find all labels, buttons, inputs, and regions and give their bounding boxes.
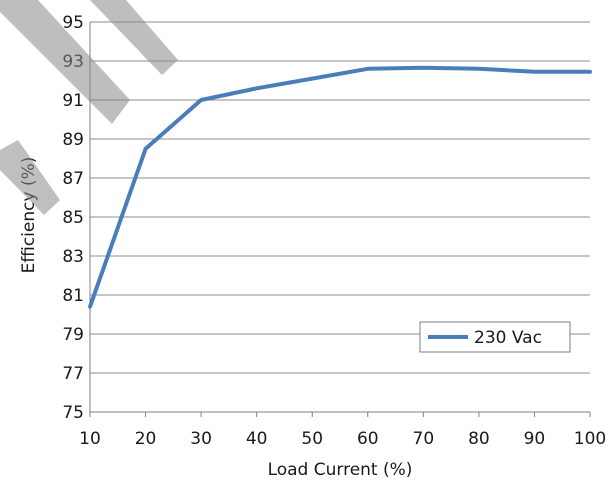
x-tick-label: 100 [574, 429, 606, 449]
data-point [588, 70, 592, 74]
x-tick-label: 20 [135, 429, 157, 449]
watermark-stripe [90, 0, 178, 75]
data-point [366, 67, 370, 71]
gridlines [90, 21, 590, 413]
x-tick-label: 10 [79, 429, 101, 449]
watermark-stripe [0, 0, 130, 124]
y-tick-label: 89 [62, 130, 84, 150]
series-layer [88, 65, 592, 309]
x-tick-label: 70 [413, 429, 435, 449]
x-axis-title: Load Current (%) [268, 460, 413, 480]
x-tick-label: 30 [190, 429, 212, 449]
x-axis-ticks: 10 20 30 40 50 60 70 80 90 100 [79, 412, 606, 449]
data-point [421, 66, 425, 70]
series-line-0 [88, 65, 592, 309]
y-tick-label: 77 [62, 364, 84, 384]
data-point [310, 77, 314, 81]
y-tick-label: 79 [62, 325, 84, 345]
y-tick-label: 85 [62, 208, 84, 228]
y-tick-label: 81 [62, 286, 84, 306]
legend-label-230-vac: 230 Vac [474, 328, 542, 348]
x-tick-label: 60 [357, 429, 379, 449]
legend: 230 Vac [419, 321, 571, 353]
data-point [144, 147, 148, 151]
y-tick-label: 83 [62, 247, 84, 267]
watermark-stripe [0, 140, 60, 215]
x-tick-label: 90 [524, 429, 546, 449]
y-tick-label: 75 [62, 403, 84, 423]
y-tick-label: 87 [62, 169, 84, 189]
x-tick-label: 80 [468, 429, 490, 449]
y-tick-label: 95 [62, 13, 84, 33]
x-tick-label: 50 [301, 429, 323, 449]
data-point [88, 305, 92, 309]
data-point [255, 86, 259, 90]
y-tick-label: 91 [62, 91, 84, 111]
data-point [199, 98, 203, 102]
x-tick-label: 40 [246, 429, 268, 449]
data-point [477, 67, 481, 71]
diagonal-watermark [0, 0, 178, 215]
data-point [532, 70, 536, 74]
